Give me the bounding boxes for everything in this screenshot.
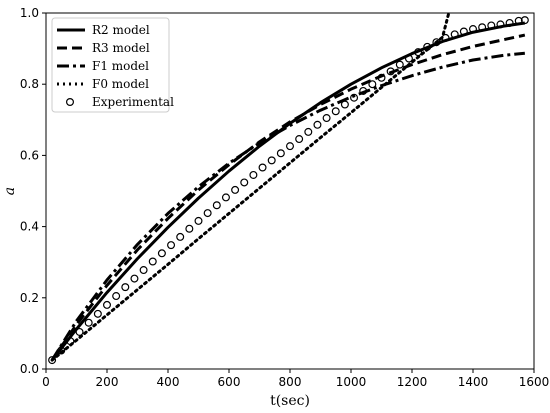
experimental-point <box>185 224 194 233</box>
experimental-point <box>139 266 148 275</box>
y-axis-ticks: 0.0 0.2 0.4 0.6 0.8 1.0 <box>20 6 46 376</box>
x-tick-label: 800 <box>279 375 302 389</box>
experimental-point <box>359 86 368 95</box>
experimental-point <box>386 67 395 76</box>
experimental-point <box>276 149 285 158</box>
legend-box <box>51 17 170 113</box>
experimental-point <box>459 27 468 36</box>
experimental-point <box>469 25 478 34</box>
experimental-point <box>249 170 258 179</box>
experimental-point <box>75 327 84 336</box>
x-tick-label: 1000 <box>336 375 367 389</box>
experimental-point <box>102 300 111 309</box>
experimental-point <box>148 257 157 266</box>
experimental-point <box>194 216 203 225</box>
x-tick-label: 0 <box>42 375 50 389</box>
experimental-point <box>167 241 176 250</box>
x-tick-label: 600 <box>218 375 241 389</box>
experimental-point <box>377 73 386 82</box>
series-layer <box>48 12 529 365</box>
series-experimental <box>48 16 529 365</box>
legend-label-r2-model: R2 model <box>92 23 150 37</box>
experimental-point <box>331 107 340 116</box>
experimental-point <box>368 80 377 89</box>
experimental-point <box>176 232 185 241</box>
y-tick-label: 0.4 <box>20 220 39 234</box>
legend-label-r3-model: R3 model <box>92 41 150 55</box>
experimental-point <box>414 48 423 57</box>
experimental-point <box>340 100 349 109</box>
y-tick-label: 0.2 <box>20 291 39 305</box>
experimental-point <box>423 42 432 51</box>
experimental-point <box>514 16 523 25</box>
x-tick-label: 400 <box>157 375 180 389</box>
legend-label-f0-model: F0 model <box>92 77 149 91</box>
x-tick-label: 1400 <box>458 375 489 389</box>
experimental-point <box>432 38 441 47</box>
experimental-point <box>57 346 66 355</box>
experimental-point <box>404 54 413 63</box>
y-tick-label: 0.6 <box>20 148 39 162</box>
experimental-point <box>157 249 166 258</box>
experimental-point <box>350 93 359 102</box>
experimental-point <box>395 60 404 69</box>
experimental-point <box>520 16 529 25</box>
x-axis-ticks: 0 200 400 600 800 1000 1200 1400 1600 <box>42 369 549 389</box>
x-tick-label: 200 <box>96 375 119 389</box>
experimental-point <box>112 292 121 301</box>
y-axis-label: a <box>2 187 18 195</box>
series-f1-model-line <box>50 51 525 361</box>
experimental-point <box>304 127 313 136</box>
series-r3-model-line <box>50 33 526 361</box>
x-axis-label: t(sec) <box>270 393 310 409</box>
y-tick-label: 1.0 <box>20 6 39 20</box>
experimental-point <box>441 33 450 42</box>
y-tick-label: 0.0 <box>20 362 39 376</box>
y-tick-label: 0.8 <box>20 77 39 91</box>
experimental-point <box>130 274 139 283</box>
experimental-point <box>231 185 240 194</box>
experimental-point <box>496 20 505 29</box>
experimental-point <box>221 193 230 202</box>
legend-marker-experimental <box>65 97 74 106</box>
experimental-point <box>295 135 304 144</box>
experimental-point <box>450 30 459 39</box>
experimental-point <box>203 209 212 218</box>
experimental-point <box>121 283 130 292</box>
experimental-point <box>322 114 331 123</box>
legend-label-f1-model: F1 model <box>92 59 149 73</box>
x-tick-label: 1200 <box>397 375 428 389</box>
legend-label-experimental: Experimental <box>92 95 174 109</box>
experimental-point <box>258 163 267 172</box>
experimental-point <box>505 18 514 27</box>
experimental-point <box>66 337 75 346</box>
experimental-point <box>478 23 487 32</box>
experimental-point <box>286 142 295 151</box>
experimental-point <box>212 201 221 210</box>
experimental-point <box>313 120 322 129</box>
experimental-point <box>84 318 93 327</box>
experimental-point <box>267 156 276 165</box>
legend: R2 model R3 model F1 model F0 model Experime… <box>51 17 174 113</box>
experimental-point <box>240 178 249 187</box>
experimental-point <box>48 356 57 365</box>
experimental-point <box>93 309 102 318</box>
x-tick-label: 1600 <box>519 375 550 389</box>
series-f0-model-line <box>50 12 451 362</box>
experimental-point <box>487 21 496 30</box>
